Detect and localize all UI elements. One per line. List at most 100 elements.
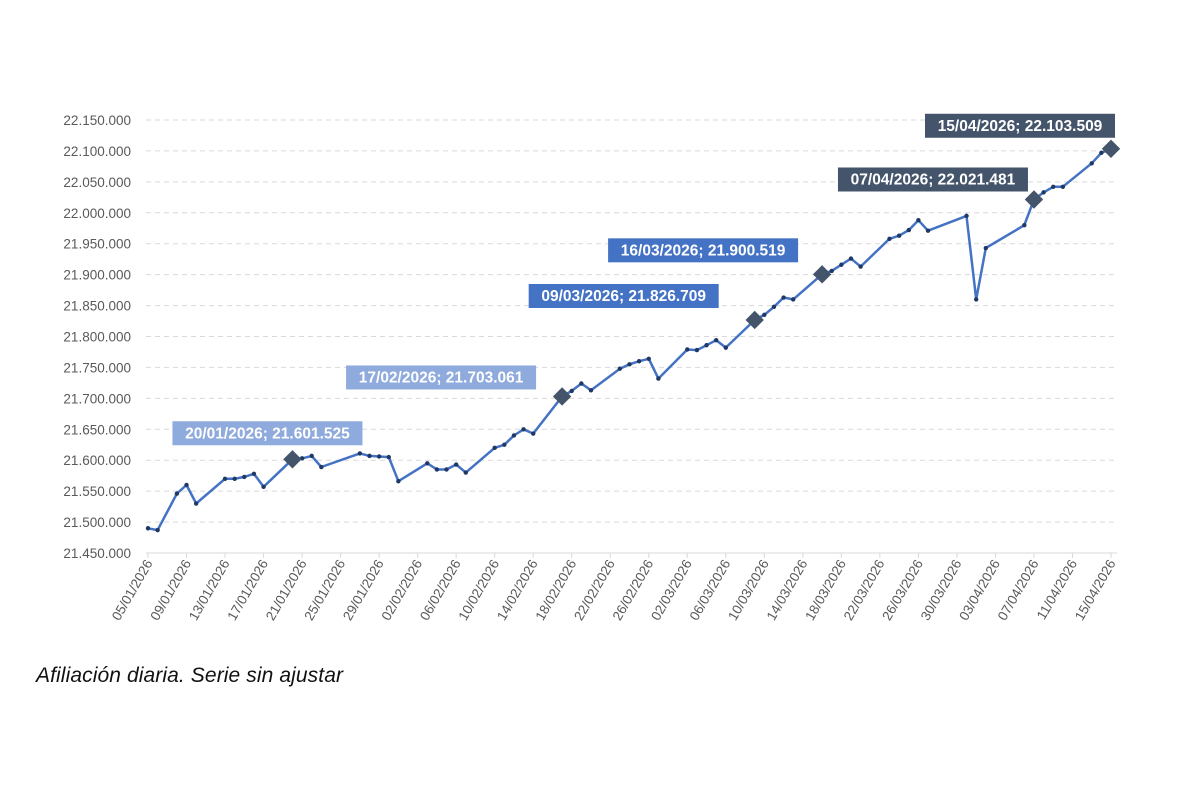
data-point bbox=[155, 527, 160, 533]
data-point bbox=[434, 467, 440, 472]
data-point bbox=[588, 388, 594, 393]
data-point bbox=[973, 297, 979, 302]
data-point bbox=[694, 347, 700, 353]
data-point bbox=[685, 347, 690, 352]
highlight-point bbox=[812, 265, 832, 284]
data-point bbox=[829, 268, 834, 274]
data-point bbox=[1041, 190, 1046, 195]
y-tick-label: 21.600.000 bbox=[63, 453, 131, 468]
data-point bbox=[579, 381, 584, 386]
y-tick-label: 21.900.000 bbox=[63, 268, 131, 283]
data-label-box bbox=[172, 421, 363, 446]
data-label-box bbox=[837, 167, 1028, 192]
data-point bbox=[376, 454, 382, 459]
data-point bbox=[839, 262, 844, 267]
data-point bbox=[723, 345, 728, 350]
data-point bbox=[502, 442, 507, 447]
data-point bbox=[887, 236, 892, 241]
y-tick-label: 21.950.000 bbox=[63, 237, 131, 252]
data-point bbox=[617, 366, 623, 371]
data-point bbox=[858, 264, 863, 269]
gridlines bbox=[146, 119, 1117, 554]
data-point bbox=[396, 479, 401, 484]
data-labels: 20/01/2026; 21.601.525 17/02/2026; 21.703… bbox=[172, 113, 1121, 469]
y-tick-label: 22.150.000 bbox=[63, 113, 131, 128]
highlight-point bbox=[552, 387, 572, 406]
data-label-box bbox=[346, 365, 537, 390]
data-label: 16/03/2026; 21.900.519 bbox=[621, 242, 786, 259]
data-point bbox=[511, 433, 517, 438]
data-point bbox=[916, 218, 921, 223]
data-label: 07/04/2026; 22.021.481 bbox=[851, 171, 1016, 188]
data-point-markers bbox=[145, 146, 1114, 533]
data-point bbox=[1022, 222, 1027, 228]
data-point bbox=[925, 228, 931, 233]
data-point bbox=[636, 359, 642, 364]
y-tick-label: 22.000.000 bbox=[63, 206, 131, 221]
y-axis-tick-labels: 21.450.000 21.500.000 21.550.000 21.600.000… bbox=[63, 113, 131, 561]
data-point bbox=[222, 476, 228, 481]
data-point bbox=[713, 338, 719, 343]
data-point bbox=[184, 482, 189, 488]
highlight-point bbox=[283, 450, 302, 469]
y-tick-label: 22.050.000 bbox=[63, 175, 131, 190]
y-tick-label: 21.800.000 bbox=[63, 330, 131, 345]
data-point bbox=[251, 471, 257, 477]
data-point bbox=[357, 451, 363, 456]
chart-caption: Afiliación diaria. Serie sin ajustar bbox=[36, 664, 344, 687]
data-point bbox=[453, 462, 459, 467]
series-line bbox=[147, 147, 1112, 532]
data-point bbox=[627, 362, 632, 367]
data-label-box bbox=[608, 238, 799, 263]
x-axis-tick-labels: 05/01/202609/01/202613/01/202617/01/2026… bbox=[109, 553, 1119, 623]
data-point bbox=[174, 491, 180, 496]
y-tick-label: 21.500.000 bbox=[63, 515, 131, 530]
data-point bbox=[261, 484, 266, 490]
data-point bbox=[425, 461, 430, 466]
data-point bbox=[771, 304, 777, 310]
data-point bbox=[791, 297, 796, 302]
data-point bbox=[521, 427, 526, 432]
data-point bbox=[906, 227, 911, 233]
data-label: 20/01/2026; 21.601.525 bbox=[185, 425, 350, 442]
data-label-box bbox=[925, 113, 1115, 138]
data-point bbox=[1060, 184, 1066, 190]
data-point bbox=[145, 526, 151, 531]
data-point bbox=[463, 470, 468, 475]
data-point bbox=[762, 312, 767, 318]
y-tick-label: 21.750.000 bbox=[63, 360, 131, 375]
data-point bbox=[569, 388, 574, 394]
data-point bbox=[964, 213, 969, 219]
data-point bbox=[232, 476, 237, 481]
highlight-point bbox=[1024, 190, 1044, 209]
y-tick-label: 21.650.000 bbox=[63, 422, 131, 437]
data-point bbox=[646, 356, 651, 361]
data-point bbox=[367, 453, 372, 459]
data-label: 15/04/2026; 22.103.509 bbox=[938, 118, 1103, 135]
y-tick-label: 21.450.000 bbox=[63, 546, 131, 561]
data-label: 09/03/2026; 21.826.709 bbox=[541, 288, 706, 305]
data-point bbox=[386, 454, 391, 460]
data-point bbox=[1051, 184, 1056, 190]
data-point bbox=[492, 445, 497, 451]
y-tick-label: 21.700.000 bbox=[63, 391, 131, 406]
data-point bbox=[1089, 161, 1094, 166]
data-point bbox=[896, 233, 902, 238]
data-label: 17/02/2026; 21.703.061 bbox=[359, 369, 524, 386]
data-point bbox=[656, 376, 661, 381]
highlight-point bbox=[745, 310, 764, 330]
y-tick-label: 22.100.000 bbox=[63, 144, 131, 159]
data-point bbox=[444, 467, 449, 472]
data-point bbox=[983, 245, 989, 251]
y-tick-label: 21.850.000 bbox=[63, 299, 131, 314]
data-point bbox=[848, 256, 854, 261]
highlight-point bbox=[1101, 139, 1121, 158]
data-point bbox=[781, 295, 786, 300]
data-point bbox=[704, 342, 709, 348]
y-tick-label: 21.550.000 bbox=[63, 484, 131, 499]
x-tick-label: 15/04/2026 bbox=[1072, 557, 1119, 623]
data-point bbox=[242, 474, 247, 480]
data-point bbox=[531, 431, 536, 436]
series-polyline bbox=[147, 147, 1112, 532]
